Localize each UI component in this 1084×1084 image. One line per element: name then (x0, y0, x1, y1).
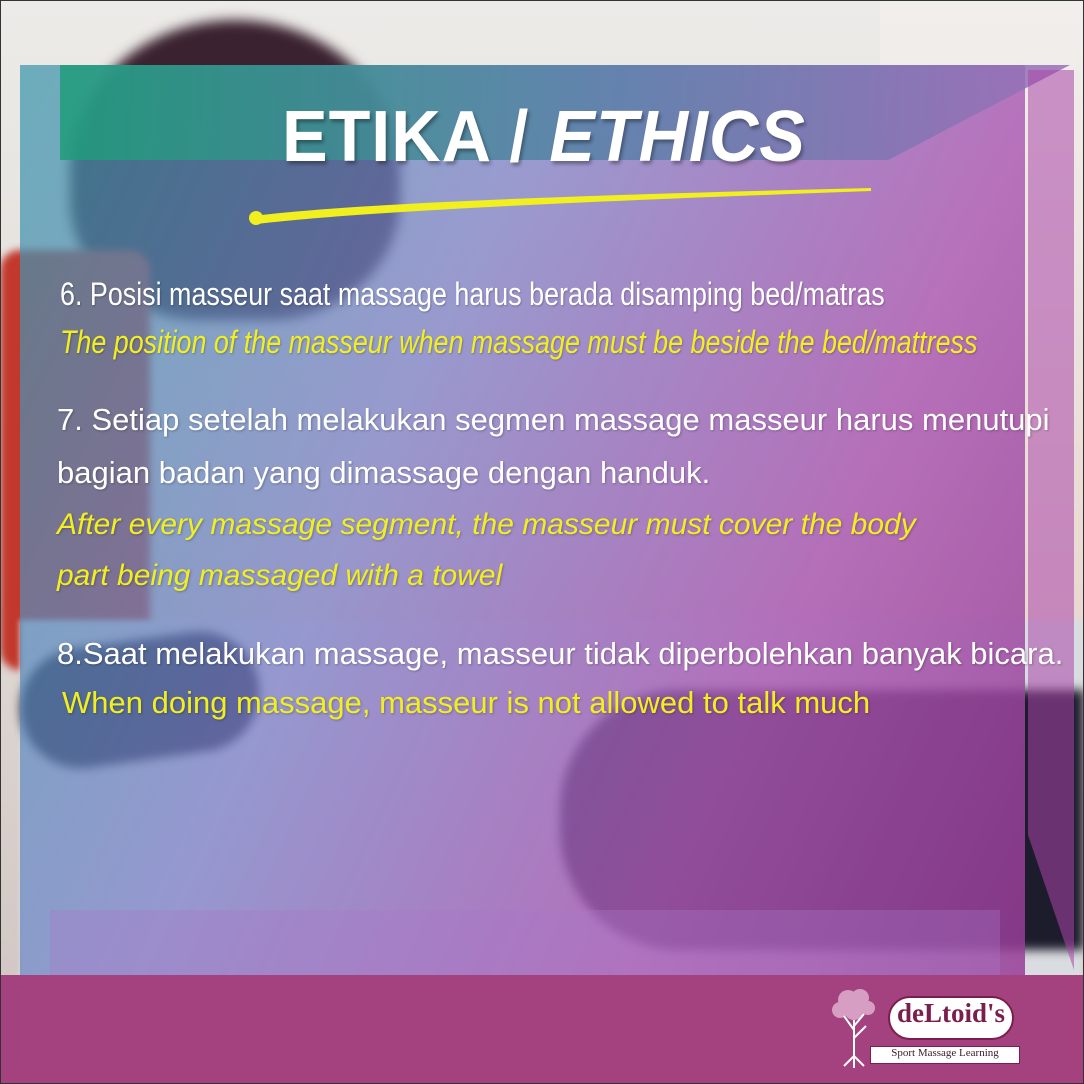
overlay-top-band (60, 65, 1070, 160)
overlay-bottom-band (50, 910, 1000, 980)
item-7-english-line-2: part being massaged with a towel (57, 559, 503, 592)
brand-name: deLtoid's (896, 998, 1006, 1028)
underline-stroke (253, 188, 871, 224)
tree-icon (832, 989, 875, 1068)
item-6-indonesian: 6. Posisi masseur saat massage harus ber… (60, 276, 885, 312)
title-main: ETIKA / (282, 97, 530, 177)
item-7-english-line-1: After every massage segment, the masseur… (57, 508, 916, 541)
item-7-indonesian-line-2: bagian badan yang dimassage dengan handu… (57, 455, 711, 490)
title-underline (249, 188, 871, 225)
overlay-panel (20, 65, 1025, 975)
brand-tagline: Sport Massage Learning (891, 1047, 999, 1059)
item-8-indonesian: 8.Saat melakukan massage, masseur tidak … (57, 636, 1064, 671)
underline-cap (249, 211, 263, 225)
brand-badge (888, 996, 1014, 1040)
overlay-right-edge (1028, 70, 1074, 970)
page-title: ETIKA / ETHICS (282, 92, 871, 182)
tagline-badge (870, 1046, 1020, 1064)
item-8-english: When doing massage, masseur is not allow… (62, 685, 871, 720)
item-7-indonesian-line-1: 7. Setiap setelah melakukan segmen massa… (57, 402, 1050, 437)
item-6-english: The position of the masseur when massage… (60, 324, 978, 360)
title-italic: ETHICS (529, 97, 806, 177)
